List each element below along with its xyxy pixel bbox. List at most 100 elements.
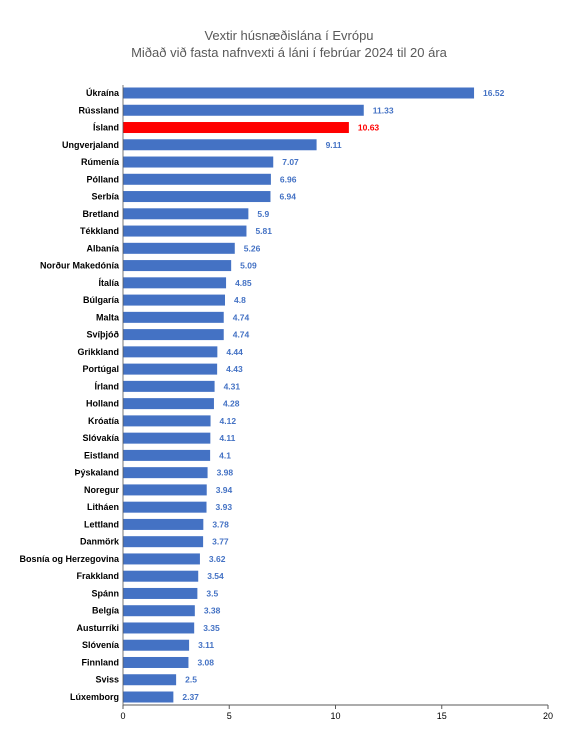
- data-label: 3.62: [209, 554, 226, 564]
- category-label: Úkraína: [86, 87, 120, 98]
- x-tick-label: 0: [120, 711, 125, 721]
- bar: [123, 311, 224, 323]
- category-label: Ísland: [93, 123, 119, 133]
- category-label: Spánn: [91, 588, 119, 598]
- category-label: Lettland: [84, 519, 119, 529]
- bar: [123, 225, 247, 237]
- bar: [123, 173, 271, 185]
- data-label: 3.54: [207, 571, 224, 581]
- category-label: Belgía: [92, 606, 120, 616]
- data-label: 3.11: [198, 640, 214, 650]
- data-label: 11.33: [373, 105, 394, 115]
- bar: [123, 622, 195, 634]
- category-label: Rússland: [78, 105, 119, 115]
- data-label: 5.81: [255, 226, 272, 236]
- x-tick-label: 10: [330, 711, 340, 721]
- category-label: Lúxemborg: [70, 692, 119, 702]
- data-label: 4.12: [220, 416, 237, 426]
- bar: [123, 691, 174, 703]
- bar: [123, 242, 235, 254]
- category-label: Pólland: [86, 174, 119, 184]
- data-label: 3.93: [216, 502, 233, 512]
- category-label: Serbía: [91, 192, 120, 202]
- bar: [123, 104, 364, 116]
- category-label: Austurríki: [76, 623, 119, 633]
- data-label: 4.85: [235, 278, 252, 288]
- category-label: Króatía: [88, 416, 120, 426]
- data-label: 2.37: [182, 692, 199, 702]
- data-label: 6.94: [279, 192, 296, 202]
- data-label: 5.09: [240, 261, 257, 271]
- category-label: Litháen: [87, 502, 119, 512]
- category-label: Slóvenía: [82, 640, 120, 650]
- category-label: Grikkland: [77, 347, 119, 357]
- chart-title: Vextir húsnæðislána í Evrópu: [204, 28, 373, 43]
- data-label: 2.5: [185, 675, 197, 685]
- category-label: Svíþjóð: [86, 330, 119, 340]
- bar: [123, 139, 317, 151]
- category-label: Bosnía og Herzegovina: [19, 554, 120, 564]
- data-label: 4.1: [219, 450, 231, 460]
- category-label: Sviss: [95, 675, 119, 685]
- bar: [123, 501, 207, 513]
- data-label: 7.07: [282, 157, 299, 167]
- data-label: 4.74: [233, 330, 250, 340]
- category-label: Danmörk: [80, 537, 120, 547]
- data-label: 10.63: [358, 123, 380, 133]
- bar: [123, 415, 211, 427]
- bar: [123, 484, 207, 496]
- bar: [123, 432, 211, 444]
- data-label: 3.77: [212, 537, 229, 547]
- bar: [123, 553, 200, 565]
- category-label: Malta: [96, 312, 120, 322]
- category-label: Ítalía: [98, 278, 120, 288]
- x-tick-label: 20: [543, 711, 553, 721]
- bar: [123, 380, 215, 392]
- bar: [123, 656, 189, 668]
- bar: [123, 87, 475, 99]
- category-label: Portúgal: [82, 364, 119, 374]
- data-label: 16.52: [483, 88, 505, 98]
- bar: [123, 674, 177, 686]
- chart-subtitle: Miðað við fasta nafnvexti á láni í febrú…: [131, 45, 448, 60]
- data-label: 3.5: [206, 588, 218, 598]
- plot-area: Úkraína 16.52 Rússland 11.33 Ísland 10.63 Ungv…: [19, 85, 553, 721]
- bar: [123, 277, 227, 289]
- bar: [123, 191, 271, 203]
- bar: [123, 208, 249, 220]
- category-label: Noregur: [84, 485, 120, 495]
- data-label: 4.44: [226, 347, 243, 357]
- data-label: 5.26: [244, 243, 261, 253]
- category-label: Holland: [86, 399, 119, 409]
- data-label: 4.74: [233, 312, 250, 322]
- bar: [123, 605, 195, 617]
- category-label: Finnland: [82, 657, 120, 667]
- category-label: Búlgaría: [83, 295, 120, 305]
- bar: [123, 587, 198, 599]
- data-label: 5.9: [257, 209, 269, 219]
- bar: [123, 346, 218, 358]
- category-label: Frakkland: [76, 571, 119, 581]
- category-label: Bretland: [82, 209, 119, 219]
- bar: [123, 467, 208, 479]
- category-label: Ungverjaland: [62, 140, 119, 150]
- data-label: 3.94: [216, 485, 233, 495]
- data-label: 3.98: [217, 468, 234, 478]
- data-label: 3.38: [204, 606, 221, 616]
- category-label: Slóvakía: [82, 433, 120, 443]
- bar: [123, 398, 214, 410]
- data-label: 4.28: [223, 399, 240, 409]
- bar: [123, 329, 224, 341]
- category-label: Írland: [94, 381, 119, 391]
- data-label: 9.11: [326, 140, 342, 150]
- bar: [123, 570, 199, 582]
- bar: [123, 536, 204, 548]
- category-label: Norður Makedónía: [40, 261, 120, 271]
- bar: [123, 122, 349, 134]
- category-label: Tékkland: [80, 226, 119, 236]
- x-tick-label: 5: [227, 711, 232, 721]
- data-label: 4.8: [234, 295, 246, 305]
- bar: [123, 518, 204, 530]
